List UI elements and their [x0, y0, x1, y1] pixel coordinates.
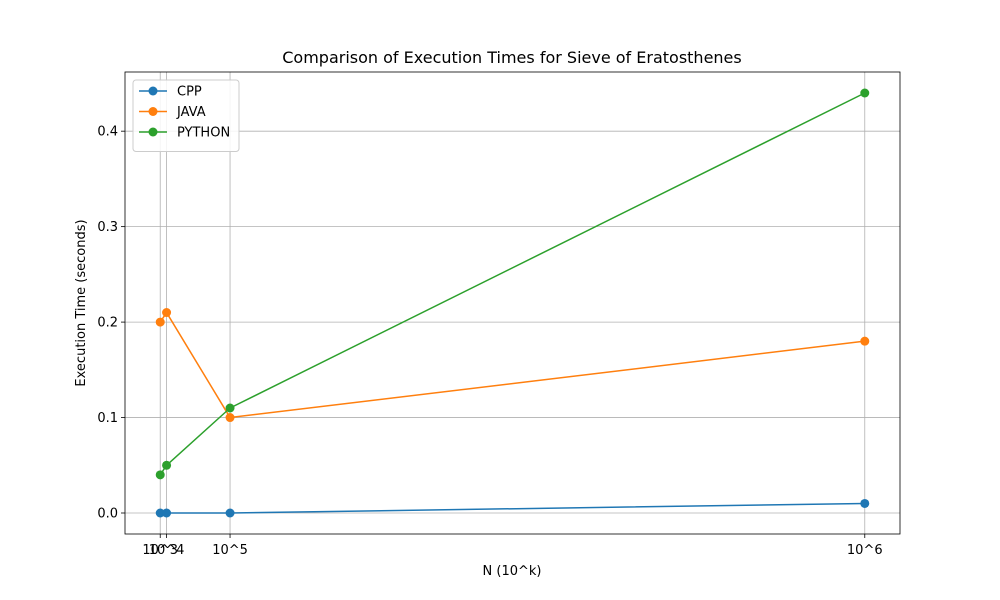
x-axis-ticks: 10^310^4 10^5 10^6	[142, 534, 883, 558]
y-tick-label: 0.3	[97, 220, 118, 235]
legend-label: CPP	[177, 85, 202, 100]
legend-marker	[148, 86, 158, 96]
series-lines	[155, 88, 870, 518]
x-axis-label: N (10^k)	[483, 564, 542, 579]
data-point	[860, 498, 870, 508]
x-tick-label: 10^5	[212, 543, 248, 558]
y-tick-label: 0.2	[97, 316, 118, 331]
y-tick-label: 0.0	[97, 507, 118, 522]
legend-marker	[148, 127, 158, 137]
x-tick-label: 10^6	[847, 543, 883, 558]
data-point	[860, 336, 870, 346]
series-python	[155, 88, 870, 480]
legend-item-java: JAVA	[139, 105, 206, 120]
plot-area: 10^310^4 10^5 10^6 0.0 0.1 0.2 0.3 0.4	[97, 71, 901, 558]
data-point	[155, 470, 165, 480]
data-point	[162, 308, 172, 318]
axes-frame	[124, 71, 901, 535]
data-point	[162, 508, 172, 518]
data-point	[225, 403, 235, 413]
legend-item-python: PYTHON	[139, 126, 230, 141]
series-cpp	[155, 498, 870, 518]
legend-label: PYTHON	[177, 126, 230, 141]
data-point	[225, 413, 235, 423]
series-line	[159, 311, 865, 419]
series-line	[159, 92, 866, 476]
chart-title: Comparison of Execution Times for Sieve …	[282, 48, 741, 67]
legend-item-cpp: CPP	[139, 85, 202, 100]
data-point	[860, 88, 870, 98]
legend-label: JAVA	[176, 105, 206, 120]
legend-marker	[148, 107, 158, 116]
y-axis-label: Execution Time (seconds)	[74, 219, 89, 386]
legend: CPP JAVA PYTHON	[132, 79, 240, 152]
data-point	[162, 460, 172, 470]
x-tick-label: 10^4	[149, 543, 185, 558]
data-point	[225, 508, 235, 518]
data-point	[155, 317, 165, 327]
y-axis-ticks: 0.0 0.1 0.2 0.3 0.4	[97, 125, 125, 522]
x-tick-label: 10^3	[142, 543, 178, 558]
y-tick-label: 0.1	[97, 411, 118, 426]
series-java	[155, 308, 870, 423]
data-point	[155, 508, 165, 518]
legend-frame	[132, 79, 240, 152]
y-tick-label: 0.4	[97, 125, 118, 140]
